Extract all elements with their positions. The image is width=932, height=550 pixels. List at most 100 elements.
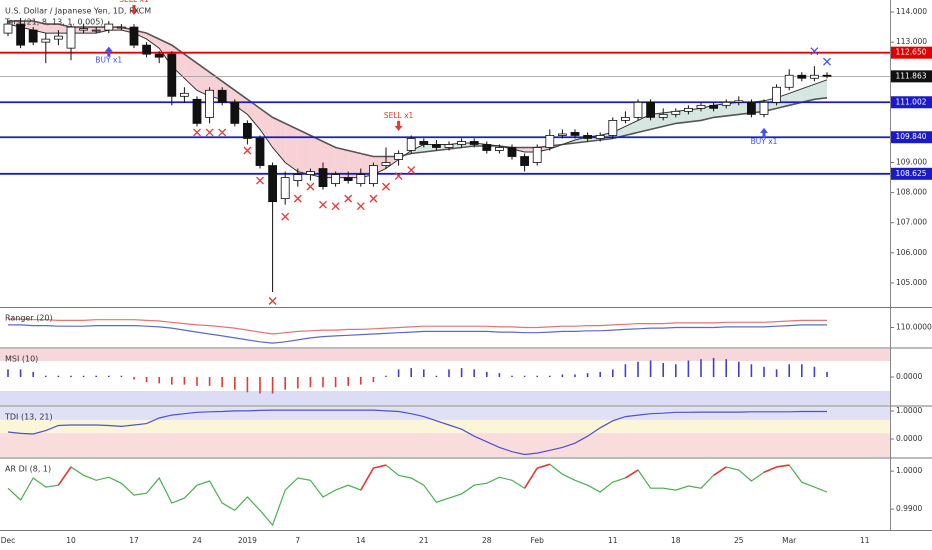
cloud-fill xyxy=(701,105,714,121)
candle-body xyxy=(646,101,655,118)
y-tick-label: 106.000 xyxy=(896,248,927,257)
histogram-bar xyxy=(763,366,765,377)
histogram-bar xyxy=(460,368,463,377)
candle-body xyxy=(268,165,278,203)
candle-body xyxy=(54,35,63,40)
histogram-bar xyxy=(297,377,299,389)
cloud-fill xyxy=(411,144,424,154)
signal-arrow xyxy=(130,5,138,16)
histogram-bar xyxy=(687,360,690,377)
pane-title: TDI (13, 21) xyxy=(4,413,53,422)
candle-body xyxy=(280,177,290,200)
signal-label: SELL x1 xyxy=(384,111,414,120)
histogram-bar xyxy=(120,375,123,377)
candle-body xyxy=(621,116,630,121)
candle-body xyxy=(734,100,744,103)
candle-body xyxy=(91,29,101,32)
pane: SELL x1 SELL x1 BUY x1 BUY x1 xyxy=(0,0,890,305)
y-tick-label: 0.0000 xyxy=(896,372,922,381)
signal-x-mark xyxy=(344,194,353,203)
candle-body xyxy=(494,147,504,151)
pane xyxy=(0,349,890,405)
y-tick-label: 107.000 xyxy=(896,218,927,227)
candle-body xyxy=(810,74,819,79)
y-tick-label: 114.000 xyxy=(896,7,927,16)
cloud-fill xyxy=(45,24,59,34)
pane-title: Ranger (20) xyxy=(5,314,53,323)
histogram-bar xyxy=(410,368,412,377)
candle-body xyxy=(595,135,605,139)
indicator-highlight xyxy=(57,466,72,486)
signal-x-mark xyxy=(407,166,416,175)
cloud-fill xyxy=(272,117,286,163)
cloud-fill xyxy=(297,129,311,175)
signal-x-mark xyxy=(268,297,277,305)
histogram-bar xyxy=(284,377,286,390)
candle-body xyxy=(368,165,378,184)
candle-body xyxy=(205,89,215,118)
candle-body xyxy=(583,135,592,139)
x-tick-label: 24 xyxy=(192,536,202,545)
x-tick-label: Mar xyxy=(782,536,797,545)
histogram-bar xyxy=(45,375,47,377)
histogram-bar xyxy=(271,377,274,394)
histogram-bar xyxy=(32,371,34,377)
histogram-bar xyxy=(649,360,652,377)
histogram-bar xyxy=(372,377,375,383)
candle-body xyxy=(759,101,769,115)
signal-arrow xyxy=(760,127,768,138)
candle-body xyxy=(41,38,51,43)
price-label-box xyxy=(891,131,932,144)
histogram-bar xyxy=(19,369,22,377)
x-tick-label: 21 xyxy=(419,536,429,545)
candle-body xyxy=(318,168,328,188)
candle-body xyxy=(3,23,13,34)
signal-label: BUY x1 xyxy=(95,56,122,65)
histogram-bar xyxy=(574,374,576,377)
histogram-bar xyxy=(246,377,249,393)
indicator-highlight xyxy=(536,463,551,469)
y-tick-label: 0.9900 xyxy=(896,504,922,513)
signal-x-mark xyxy=(218,128,227,137)
candle-body xyxy=(179,92,189,97)
candle-body xyxy=(79,28,88,31)
histogram-bar xyxy=(423,369,425,377)
price-label-box xyxy=(891,96,932,109)
cloud-fill xyxy=(310,135,323,178)
pane-title: MSI (10) xyxy=(5,355,38,364)
x-tick-label: 17 xyxy=(129,536,139,545)
candle-body xyxy=(532,147,542,163)
histogram-bar xyxy=(259,377,261,394)
cloud-fill xyxy=(285,123,298,172)
price-label: 111.002 xyxy=(895,97,926,106)
signal-x-mark xyxy=(306,182,315,191)
candle-body xyxy=(658,113,668,118)
cloud-fill xyxy=(146,33,160,49)
candle-body xyxy=(671,110,681,115)
pane xyxy=(0,407,890,457)
signal-x-mark xyxy=(394,172,403,181)
pane-band xyxy=(0,391,890,405)
candle-body xyxy=(331,174,341,184)
histogram-bar xyxy=(82,375,85,377)
price-label-box xyxy=(891,70,932,83)
y-tick-label: 110.0000 xyxy=(896,323,932,332)
candle-body xyxy=(154,53,164,58)
histogram-bar xyxy=(599,371,601,377)
histogram-bar xyxy=(7,369,9,377)
candle-body xyxy=(721,101,731,106)
indicator-line xyxy=(8,318,827,335)
histogram-bar xyxy=(183,377,186,385)
signal-x-mark xyxy=(823,57,831,66)
cloud-fill xyxy=(184,54,197,91)
candle-body xyxy=(192,98,202,124)
candle-body xyxy=(104,23,114,31)
x-tick-label: 25 xyxy=(734,536,744,545)
signal-x-mark xyxy=(256,176,264,185)
y-tick-label: 1.0000 xyxy=(896,466,922,475)
y-tick-label: 108.000 xyxy=(896,188,927,197)
candle-body xyxy=(797,74,807,79)
histogram-bar xyxy=(397,369,400,377)
histogram-bar xyxy=(826,371,828,377)
histogram-bar xyxy=(612,369,614,377)
